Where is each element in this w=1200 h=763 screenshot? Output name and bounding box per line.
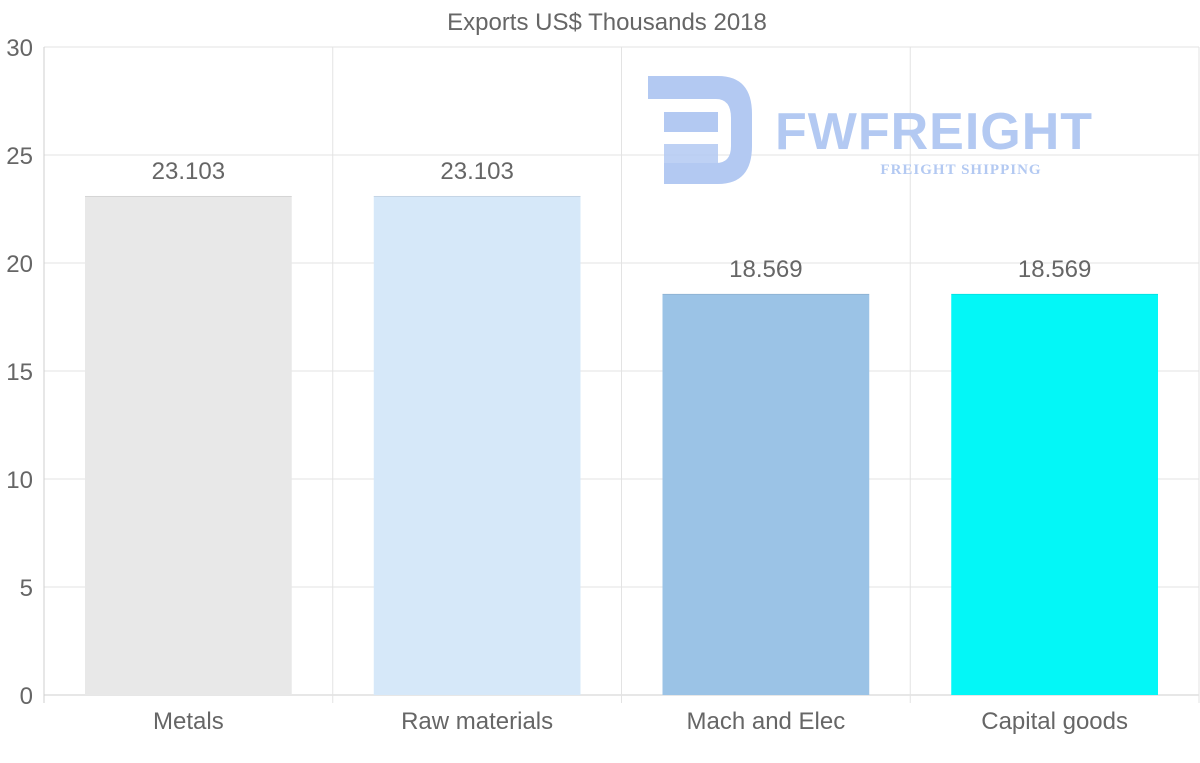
y-tick-label: 25 (6, 143, 33, 170)
y-tick-label: 10 (6, 467, 33, 494)
y-tick-label: 30 (6, 35, 33, 62)
chart-title: Exports US$ Thousands 2018 (447, 9, 767, 36)
x-tick-label: Capital goods (981, 708, 1128, 735)
bar-capital-goods (951, 293, 1158, 695)
watermark-tagline: FREIGHT SHIPPING (880, 162, 1041, 178)
y-tick-label: 15 (6, 359, 33, 386)
fwfreight-logo-icon (648, 76, 752, 184)
fwfreight-watermark: FWFREIGHT FREIGHT SHIPPING (648, 76, 1093, 184)
bar-mach-and-elec (662, 293, 870, 695)
y-tick-label: 0 (20, 683, 33, 710)
y-tick-label: 5 (20, 575, 33, 602)
bar-raw-materials (373, 195, 581, 695)
x-axis-ticks: Metals Raw materials Mach and Elec Capital … (153, 708, 1128, 735)
data-label: 18.569 (1018, 256, 1091, 283)
x-tick-label: Mach and Elec (686, 708, 845, 735)
data-labels: 23.103 23.103 18.569 18.569 (152, 158, 1092, 283)
data-label: 18.569 (729, 256, 802, 283)
data-label: 23.103 (440, 158, 513, 185)
data-label: 23.103 (152, 158, 225, 185)
bar-metals (85, 195, 292, 695)
x-tick-label: Metals (153, 708, 224, 735)
watermark-brand: FWFREIGHT (775, 103, 1093, 161)
y-tick-label: 20 (6, 251, 33, 278)
x-tick-label: Raw materials (401, 708, 553, 735)
y-axis-ticks: 0 5 10 15 20 25 30 (6, 35, 33, 710)
bars (85, 195, 1158, 695)
